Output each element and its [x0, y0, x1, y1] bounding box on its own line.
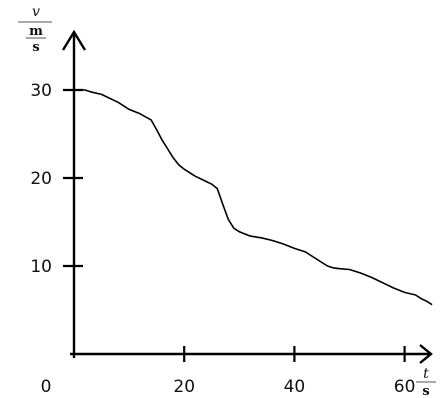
x-tick-label-2: 60 [394, 377, 416, 397]
series-line-0 [74, 89, 433, 306]
x-axis-variable: t [423, 366, 429, 382]
y-axis-unit-denominator: s [32, 40, 39, 55]
x-axis-unit: s [422, 384, 429, 398]
x-axis-arrowhead [419, 344, 433, 364]
ticks [63, 88, 406, 362]
y-axis-unit-numerator: m [29, 24, 43, 39]
tick-labels: 20 40 60 10 20 30 [30, 81, 415, 397]
y-axis-variable: v [32, 4, 40, 20]
axes [61, 29, 433, 364]
y-tick-label-2: 30 [30, 81, 52, 101]
y-axis-label: v m s [18, 4, 52, 55]
series-group [74, 89, 433, 306]
y-tick-label-1: 20 [30, 169, 52, 189]
y-tick-label-0: 10 [30, 257, 52, 277]
origin-label: 0 [41, 377, 52, 397]
x-axis-label: t s [416, 366, 436, 398]
x-tick-label-1: 40 [284, 377, 306, 397]
y-axis-arrowhead [61, 29, 87, 51]
x-tick-label-0: 20 [173, 377, 195, 397]
